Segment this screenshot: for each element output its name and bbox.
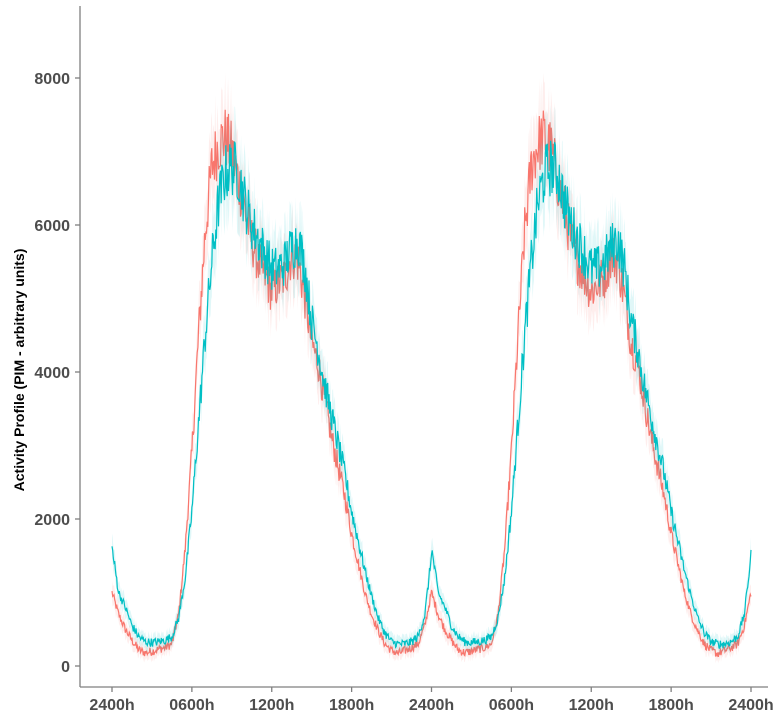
y-tick-label: 2000 [34,512,70,529]
series-1-ribbon [112,72,751,664]
y-tick-label: 8000 [34,71,70,88]
series-2-ribbon [112,105,751,656]
y-tick-label: 6000 [34,218,70,235]
x-tick-label: 2400h [409,697,454,714]
x-tick-label: 1800h [648,697,693,714]
x-tick-label: 2400h [89,697,134,714]
y-tick-label: 4000 [34,365,70,382]
x-tick-label: 0600h [489,697,534,714]
x-tick-label: 1800h [329,697,374,714]
x-ticks: 2400h 0600h 1200h 1800h 2400h 0600h 1200h 1800h… [89,687,774,714]
series-2-line [111,140,752,649]
x-tick-label: 1200h [569,697,614,714]
x-tick-label: 2400h [728,697,773,714]
y-tick-label: 0 [61,659,70,676]
x-tick-label: 1200h [249,697,294,714]
series-layer [111,72,752,664]
y-axis-title: Activity Profile (PIM - arbitrary units) [11,249,27,492]
y-ticks: 0 2000 4000 6000 8000 [34,71,80,676]
x-tick-label: 0600h [169,697,214,714]
